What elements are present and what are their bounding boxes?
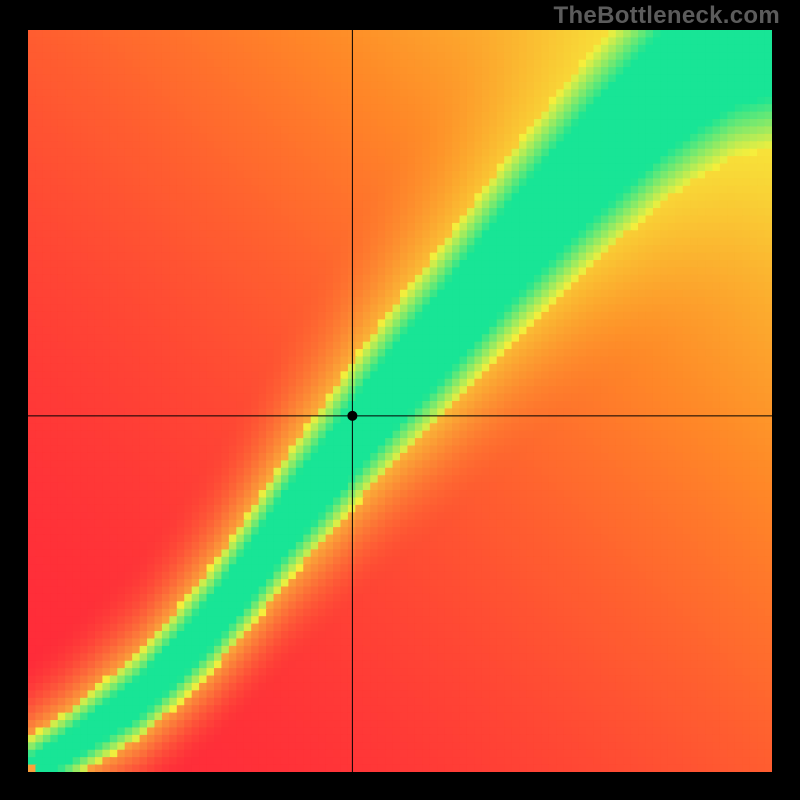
plot-area [28,30,772,772]
heatmap-canvas [28,30,772,772]
chart-container: TheBottleneck.com [0,0,800,800]
watermark-text: TheBottleneck.com [554,2,780,30]
